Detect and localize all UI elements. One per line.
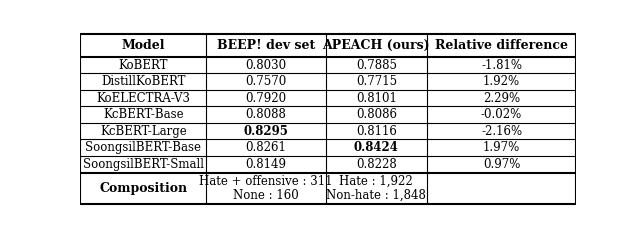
Text: 1.92%: 1.92% [483,75,520,88]
Text: 0.7920: 0.7920 [245,92,287,105]
Text: 0.8295: 0.8295 [244,125,289,138]
Text: Model: Model [122,39,165,52]
Text: Hate + offensive : 311: Hate + offensive : 311 [199,175,333,188]
Text: Composition: Composition [99,182,188,195]
Text: BEEP! dev set: BEEP! dev set [217,39,315,52]
Text: 0.8261: 0.8261 [246,141,287,154]
Text: SoongsilBERT-Base: SoongsilBERT-Base [85,141,201,154]
Text: 1.97%: 1.97% [483,141,520,154]
Text: KcBERT-Large: KcBERT-Large [100,125,187,138]
Text: 2.29%: 2.29% [483,92,520,105]
Text: 0.7885: 0.7885 [356,59,397,71]
Text: 0.8116: 0.8116 [356,125,397,138]
Text: KoBERT: KoBERT [118,59,168,71]
Text: 0.8424: 0.8424 [354,141,399,154]
Text: 0.8149: 0.8149 [246,158,287,171]
Text: KoELECTRA-V3: KoELECTRA-V3 [96,92,190,105]
Text: 0.8086: 0.8086 [356,108,397,121]
Text: KcBERT-Base: KcBERT-Base [103,108,184,121]
Text: None : 160: None : 160 [233,188,299,201]
Text: SoongsilBERT-Small: SoongsilBERT-Small [83,158,204,171]
Text: 0.7570: 0.7570 [245,75,287,88]
Text: 0.97%: 0.97% [483,158,520,171]
Text: 0.8101: 0.8101 [356,92,397,105]
Text: Hate : 1,922: Hate : 1,922 [339,175,413,188]
Text: Relative difference: Relative difference [435,39,568,52]
Text: 0.8088: 0.8088 [246,108,287,121]
Text: Non-hate : 1,848: Non-hate : 1,848 [326,188,426,201]
Text: 0.8030: 0.8030 [245,59,287,71]
Text: 0.8228: 0.8228 [356,158,397,171]
Text: -1.81%: -1.81% [481,59,522,71]
Text: 0.7715: 0.7715 [356,75,397,88]
Text: DistillKoBERT: DistillKoBERT [101,75,186,88]
Text: APEACH (ours): APEACH (ours) [323,39,430,52]
Text: -2.16%: -2.16% [481,125,522,138]
Text: -0.02%: -0.02% [481,108,522,121]
